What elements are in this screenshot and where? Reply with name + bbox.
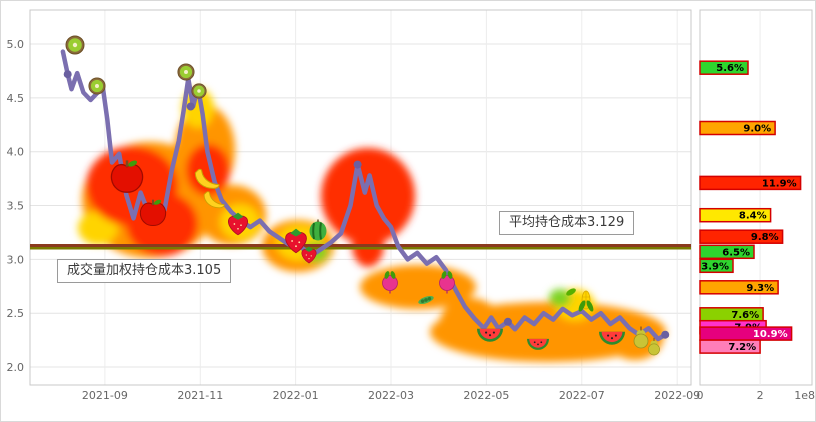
fruit-kiwi-icon [65, 35, 85, 55]
fruit-watermelon_slice-icon [599, 331, 625, 345]
fruit-radish-icon [382, 271, 398, 294]
x-tick-label: 2022-05 [463, 389, 509, 402]
fruit-kiwi-icon [177, 63, 195, 81]
x-tick-label: 2021-11 [177, 389, 223, 402]
x-tick-label: 2022-07 [559, 389, 605, 402]
price-marker [63, 70, 72, 79]
fruit-banana-icon [194, 168, 220, 189]
profile-tick-label: 2 [757, 389, 764, 402]
fruit-peas-icon [418, 295, 434, 305]
volume-bar-label: 6.5% [722, 247, 750, 258]
volume-bar [699, 120, 776, 136]
cost-cloud [549, 289, 571, 307]
x-tick-label: 2021-09 [82, 389, 128, 402]
volume-bar-label: 9.8% [751, 232, 779, 243]
fruit-kiwi-icon [191, 83, 207, 99]
fruit-pear-icon [633, 326, 649, 349]
x-tick-label: 2022-01 [273, 389, 319, 402]
profile-tick-label: 0 [697, 389, 704, 402]
fruit-watermelon_slice-icon [527, 338, 549, 350]
volume-bar [699, 229, 784, 244]
volume-bar [699, 280, 779, 295]
price-marker [186, 102, 195, 111]
x-tick-label: 2022-09 [654, 389, 700, 402]
fruit-watermelon_slice-icon [477, 328, 503, 342]
fruit-apple-icon [139, 199, 167, 227]
fruit-radish-icon [439, 271, 455, 294]
volume-bar-label: 11.9% [762, 178, 797, 189]
y-tick-label: 2.5 [7, 307, 25, 320]
volume-bar-label: 5.6% [716, 63, 744, 74]
y-tick-label: 5.0 [7, 38, 25, 51]
y-tick-label: 3.5 [7, 200, 25, 213]
volume-bar-label: 10.9% [753, 329, 788, 340]
y-tick-label: 3.0 [7, 253, 25, 266]
vwap-cost-label: 成交量加权持仓成本3.105 [57, 259, 232, 283]
volume-bar [699, 175, 802, 191]
volume-bar-label: 9.0% [743, 124, 771, 135]
fruit-corn-icon [578, 290, 594, 312]
fruit-apple-icon [110, 160, 144, 193]
fruit-strawberry-icon [301, 246, 317, 264]
fruit-strawberry-icon [227, 212, 249, 236]
fruit-kiwi-icon [88, 77, 106, 95]
fruit-pear-icon [648, 337, 660, 356]
x-tick-label: 2022-03 [368, 389, 414, 402]
fruit-strawberry-icon [285, 228, 307, 254]
profile-unit-label: 1e8 [794, 389, 815, 402]
y-tick-label: 2.0 [7, 361, 25, 374]
y-tick-label: 4.5 [7, 92, 25, 105]
price-marker [503, 317, 512, 326]
volume-bar-label: 9.3% [746, 283, 774, 294]
price-marker [661, 330, 670, 339]
volume-bar [699, 207, 772, 223]
y-tick-label: 4.0 [7, 146, 25, 159]
volume-bar [699, 244, 755, 260]
profile-plot-border [699, 9, 813, 386]
fruit-watermelon_whole-icon [309, 219, 327, 241]
volume-bar-label: 8.4% [739, 211, 767, 222]
cost-cloud [186, 144, 230, 196]
volume-bar-label: 3.9% [701, 261, 729, 272]
fruit-leaf-icon [566, 288, 576, 296]
fruit-banana-icon [203, 191, 225, 209]
price-line [60, 49, 668, 342]
avg-cost-label: 平均持仓成本3.129 [499, 211, 635, 235]
price-marker [353, 160, 362, 169]
volume-bar-label: 7.6% [731, 310, 759, 321]
volume-bar [699, 258, 734, 274]
volume-bar [699, 60, 749, 75]
volume-bar [699, 339, 761, 354]
main-plot-border [29, 9, 692, 386]
volume-bar-label: 7.2% [728, 342, 756, 353]
